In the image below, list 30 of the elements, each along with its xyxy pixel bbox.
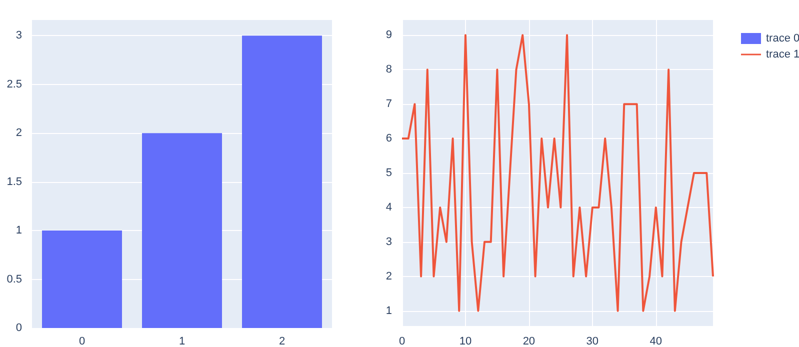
x-tick-label: 1 bbox=[178, 336, 186, 347]
y-tick-label: 2 bbox=[16, 127, 22, 140]
x-tick-label: 30 bbox=[586, 336, 599, 347]
x-tick-label: 10 bbox=[459, 336, 472, 347]
y-tick-label: 8 bbox=[386, 64, 392, 76]
y-tick-label: 9 bbox=[386, 29, 392, 42]
bar bbox=[142, 133, 222, 328]
y-tick-label: 7 bbox=[386, 98, 392, 110]
x-tick-label: 0 bbox=[398, 336, 406, 347]
x-tick-label: 2 bbox=[278, 336, 286, 347]
y-tick-label: 1 bbox=[16, 224, 22, 237]
y-tick-label: 4 bbox=[386, 201, 392, 214]
x-tick-label: 40 bbox=[650, 336, 662, 347]
y-tick-label: 5 bbox=[386, 167, 392, 179]
y-tick-label: 3 bbox=[16, 30, 22, 42]
legend-label: trace 0 bbox=[766, 32, 799, 44]
x-tick-label: 0 bbox=[78, 336, 86, 347]
y-tick-label: 2.5 bbox=[6, 78, 22, 90]
x-tick-label: 20 bbox=[522, 336, 536, 347]
y-tick-label: 6 bbox=[386, 132, 392, 145]
bar bbox=[242, 36, 322, 328]
y-tick-label: 0 bbox=[16, 322, 22, 334]
bar bbox=[42, 230, 122, 328]
y-tick-label: 1.5 bbox=[6, 176, 22, 188]
y-tick-label: 0.5 bbox=[6, 273, 22, 286]
y-tick-label: 2 bbox=[386, 270, 392, 282]
y-tick-label: 3 bbox=[386, 236, 392, 248]
legend-label: trace 1 bbox=[766, 48, 799, 60]
line-series bbox=[401, 34, 714, 312]
y-tick-label: 1 bbox=[386, 304, 392, 317]
